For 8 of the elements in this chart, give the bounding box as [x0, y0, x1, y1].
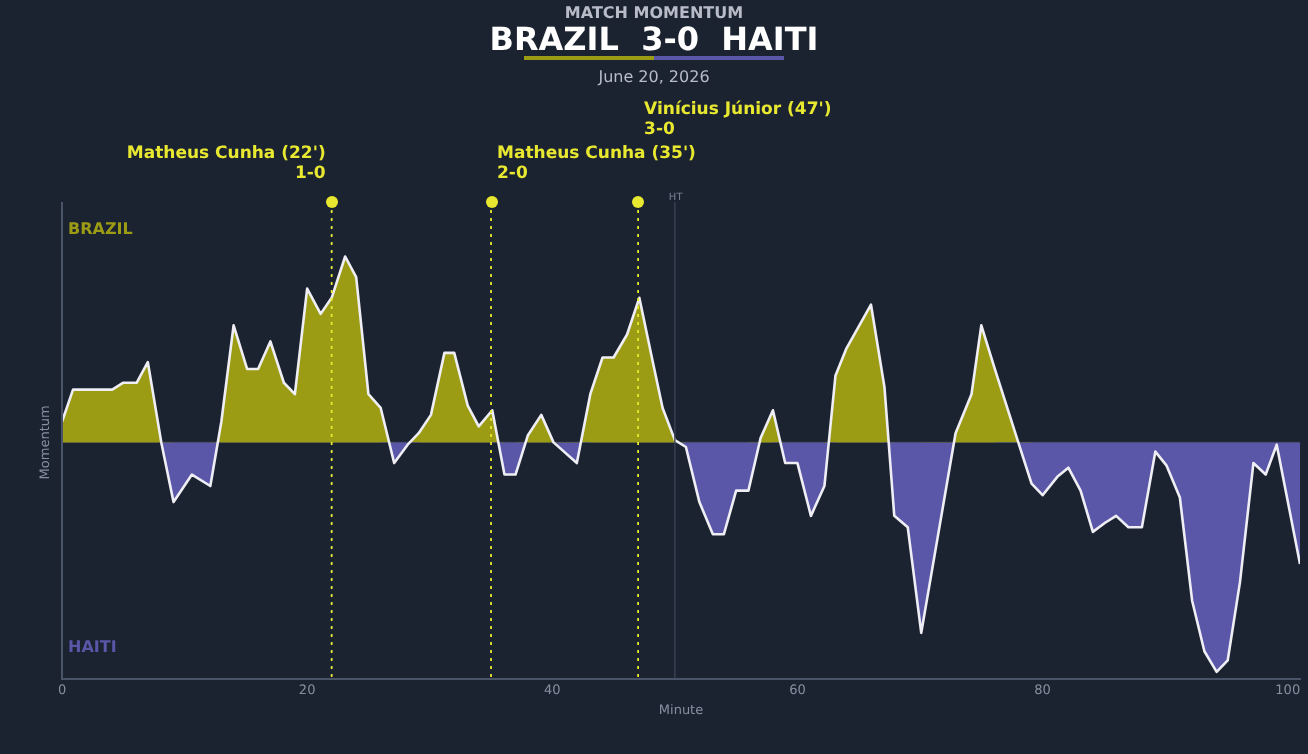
ref-line-label: Matheus Cunha (22') 1-0: [126, 144, 326, 184]
annotation: HAITI: [68, 638, 117, 656]
text: BRAZIL: [68, 220, 133, 238]
text: MATCH MOMENTUM: [562, 4, 746, 22]
chart-subtitle: June 20, 2026: [595, 68, 712, 86]
ref-line-label: Matheus Cunha (35') 2-0: [497, 144, 697, 184]
ref-line-label: Vinícius Júnior (47') 3-0: [644, 100, 832, 140]
chart-title: BRAZIL 3-0 HAITI: [487, 20, 821, 58]
